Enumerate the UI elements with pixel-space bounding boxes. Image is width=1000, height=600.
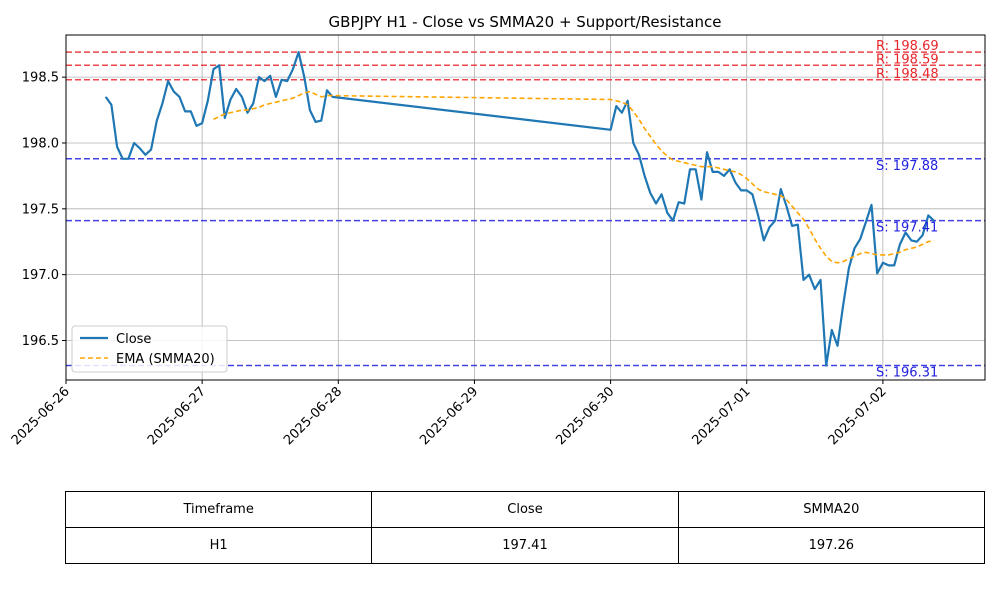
legend-frame [71,325,228,373]
table-header-smma20: SMMA20 [677,491,986,528]
table-cell-smma20: 197.26 [677,527,986,564]
resistance-level-label: R: 198.48 [876,67,939,82]
series [104,50,935,367]
legend-label-close: Close [116,332,151,347]
support-level-label: S: 197.41 [876,221,938,236]
level-labels: R: 198.69R: 198.59R: 198.48 S: 197.88 S: 1… [876,39,939,380]
y-tick-label: 198.5 [22,71,59,86]
x-tick-label: 2025-06-26 [9,384,73,448]
x-tick-label: 2025-06-30 [553,384,617,448]
summary-table-row: H1 197.41 197.26 [64,527,986,564]
resistance-level-label: R: 198.69 [876,39,939,54]
table-header-close: Close [371,491,679,528]
axes: 196.5 197.0 197.5 198.0 198.5 2025-06-26 2025-… [9,71,890,449]
legend: Close EMA (SMMA20) [71,325,228,373]
table-header-timeframe: Timeframe [64,491,373,528]
x-tick-label: 2025-06-27 [145,384,209,448]
resistance-level-label: R: 198.59 [876,52,939,67]
x-tick-label: 2025-07-01 [690,384,754,448]
y-tick-label: 196.5 [22,334,59,349]
table-cell-close: 197.41 [371,527,679,564]
y-tick-label: 197.5 [22,202,59,217]
support-level-label: S: 196.31 [876,366,938,381]
x-tick-label: 2025-06-28 [281,384,345,448]
legend-label-smma: EMA (SMMA20) [116,352,215,367]
series-line-close [104,50,935,367]
plot-frame [65,34,986,381]
table-cell-timeframe: H1 [64,527,373,564]
x-tick-label: 2025-07-02 [826,384,890,448]
x-tick-label: 2025-06-29 [417,384,481,448]
series-line-smma20 [213,90,935,264]
y-tick-label: 197.0 [22,268,59,283]
y-tick-label: 198.0 [22,136,59,151]
support-level-label: S: 197.88 [876,159,938,174]
summary-table-header-row: Timeframe Close SMMA20 [64,491,986,528]
chart-title: GBPJPY H1 - Close vs SMMA20 + Support/Re… [329,13,722,31]
summary-table: Timeframe Close SMMA20 H1 197.41 197.26 [64,491,986,564]
